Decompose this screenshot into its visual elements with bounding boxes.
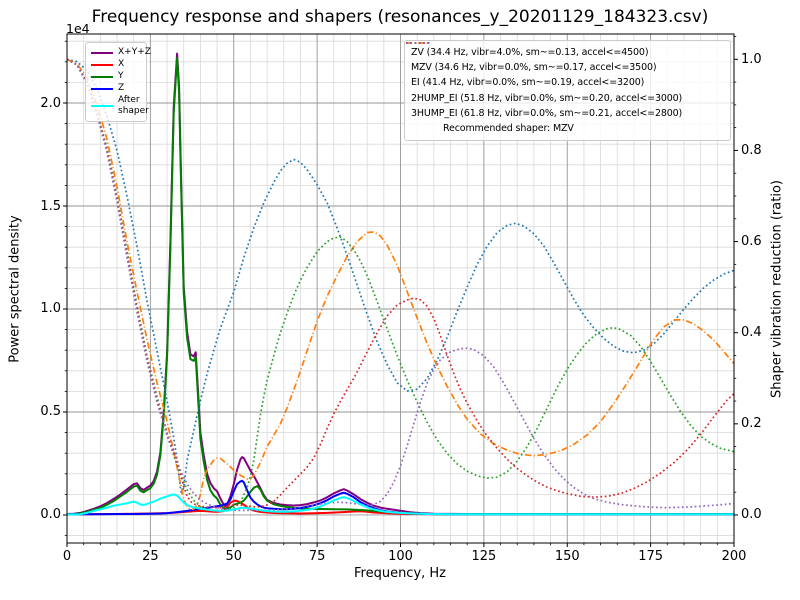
legend-item-ei: EI (41.4 Hz, vibr=0.0%, sm~=0.19, accel<…	[406, 42, 724, 90]
shaper-legend: ZV (34.4 Hz, vibr=4.0%, sm~=0.13, accel<…	[404, 40, 731, 142]
xyz-line-sample	[91, 51, 113, 54]
axes	[63, 33, 738, 547]
series-MZV	[67, 58, 734, 511]
series-X+Y+Z	[67, 52, 734, 515]
x-line-sample	[91, 63, 113, 66]
series-ZV	[67, 58, 734, 496]
y-axis-label-right: Shaper vibration reduction (ratio)	[769, 180, 785, 398]
series-Y	[67, 56, 734, 516]
x-axis-label: Frequency, Hz	[353, 566, 447, 581]
y-axis-label-left: Power spectral density	[7, 215, 23, 363]
z-line-sample	[91, 87, 113, 90]
legend-recommended-shaper: Recommended shaper: MZV	[443, 123, 574, 135]
legend-item-z: Z	[91, 83, 141, 94]
mzv-line-sample	[406, 42, 430, 44]
legend-item-x: X	[91, 59, 141, 70]
legend-item-mzv: MZV (34.6 Hz, vibr=0.0%, sm~=0.17, accel…	[406, 42, 724, 75]
series-EI	[67, 58, 734, 512]
series-3HUMP_EI	[67, 58, 734, 512]
y-line-sample	[91, 75, 113, 78]
legend-item-y: Y	[91, 71, 141, 82]
psd-legend: X+Y+Z X Y Z After shaper	[85, 42, 151, 122]
legend-item-3hump-ei: 3HUMP_EI (61.8 Hz, vibr=0.0%, sm~=0.21, …	[406, 42, 724, 121]
legend-item-zv: ZV (34.4 Hz, vibr=4.0%, sm~=0.13, accel<…	[406, 42, 724, 60]
y-axis-multiplier: 1e4	[66, 21, 90, 36]
chart-title: Frequency response and shapers (resonanc…	[91, 7, 709, 27]
curves	[67, 52, 734, 516]
legend-item-xyz: X+Y+Z	[91, 47, 151, 58]
3hump-ei-line-sample	[406, 42, 430, 44]
after-shaper-line-sample	[91, 105, 113, 107]
series-After shaper	[67, 493, 734, 516]
legend-item-after-shaper: After shaper	[91, 95, 149, 117]
legend-item-2hump-ei: 2HUMP_EI (51.8 Hz, vibr=0.0%, sm~=0.20, …	[406, 42, 724, 106]
